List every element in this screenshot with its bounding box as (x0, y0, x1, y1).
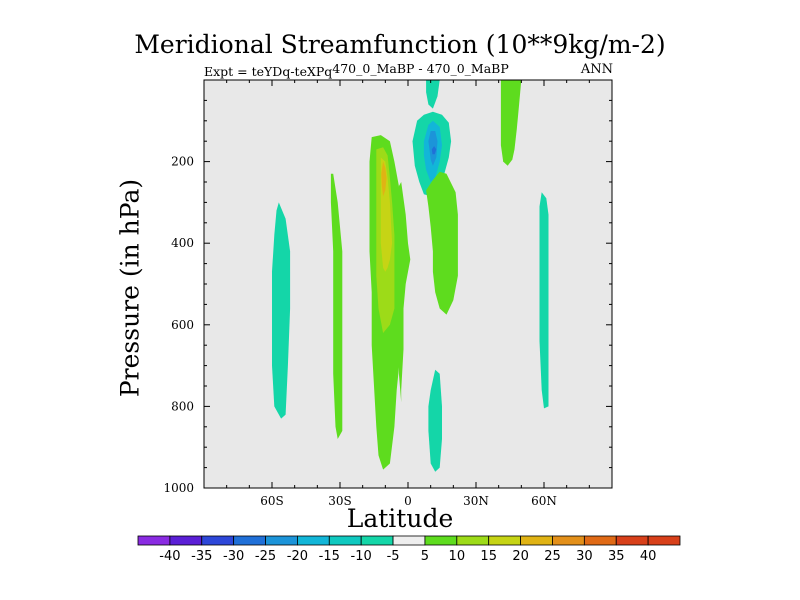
y-tick-label: 400 (171, 236, 194, 250)
plot-background (204, 80, 612, 488)
experiment-name: Expt = teYDq-teXPq (204, 64, 333, 79)
contour-region-14 (428, 369, 442, 472)
axes-ticks (204, 80, 612, 489)
contour-region-1 (272, 202, 291, 419)
colorbar-box (488, 535, 521, 546)
experiment-label: Expt = teYDq-teXPq470_0_MaBP - 470_0_MaB… (204, 61, 509, 79)
colorbar-label: -20 (287, 549, 308, 564)
x-tick-label: 60S (260, 494, 284, 508)
colorbar-box (265, 535, 298, 546)
y-tick-label: 200 (171, 155, 194, 169)
y-axis-label: Pressure (in hPa) (115, 178, 145, 398)
contour-region-2 (330, 173, 343, 440)
colorbar-label: 30 (576, 549, 593, 564)
y-tick-label: 1000 (163, 481, 194, 495)
colorbar-box (360, 535, 394, 546)
x-axis-label: Latitude (346, 504, 454, 533)
colorbar-box (392, 535, 426, 546)
x-tick-label: 0 (404, 494, 412, 508)
colorbar-box (615, 535, 649, 546)
season-label: ANN (580, 62, 613, 77)
colorbar-label: 40 (640, 549, 657, 564)
x-tick-label: 30N (463, 494, 489, 508)
colorbar-label: -10 (351, 549, 372, 564)
contour-region-7 (398, 182, 411, 403)
colorbar-box (297, 535, 330, 546)
colorbar: -40 -35 -30 -25 -20 -15 -10 -5 5 10 15 20 25 30 35 40 (137, 535, 681, 564)
colorbar-label: -40 (159, 549, 180, 564)
colorbar-box (520, 535, 553, 546)
colorbar-box (137, 535, 171, 546)
colorbar-box (583, 535, 617, 546)
colorbar-box (328, 535, 362, 546)
x-tick-label: 60N (531, 494, 557, 508)
colorbar-label: -35 (191, 549, 212, 564)
colorbar-box (169, 535, 203, 546)
y-tick-label: 800 (171, 399, 194, 413)
experiment-periods: 470_0_MaBP - 470_0_MaBP (332, 61, 509, 76)
x-tick-label: 30S (328, 494, 352, 508)
colorbar-label: -30 (223, 549, 244, 564)
colorbar-label: -15 (319, 549, 340, 564)
colorbar-box (456, 535, 490, 546)
colorbar-label: 35 (608, 549, 625, 564)
contour-regions (272, 80, 549, 472)
contour-region-15 (500, 80, 522, 166)
colorbar-box (424, 535, 458, 546)
colorbar-label: 5 (421, 549, 429, 564)
contour-region-6 (381, 161, 387, 197)
colorbar-label: 25 (544, 549, 561, 564)
tick-labels: 60S 30S 0 30N 60N 200 400 600 800 1000 (163, 155, 556, 508)
colorbar-label: 20 (512, 549, 529, 564)
chart-title: Meridional Streamfunction (10**9kg/m-2) (134, 30, 666, 59)
colorbar-label: 15 (480, 549, 497, 564)
contour-region-13 (426, 171, 458, 315)
contour-region-11 (431, 146, 437, 155)
y-tick-label: 600 (171, 318, 194, 332)
colorbar-label: 10 (449, 549, 466, 564)
colorbar-label: -25 (255, 549, 276, 564)
colorbar-box (201, 535, 235, 546)
colorbar-label: -5 (387, 549, 400, 564)
colorbar-box (233, 535, 266, 546)
colorbar-box (552, 535, 585, 546)
contour-region-12 (426, 80, 440, 109)
colorbar-box (647, 535, 681, 546)
contour-region-16 (539, 192, 549, 409)
